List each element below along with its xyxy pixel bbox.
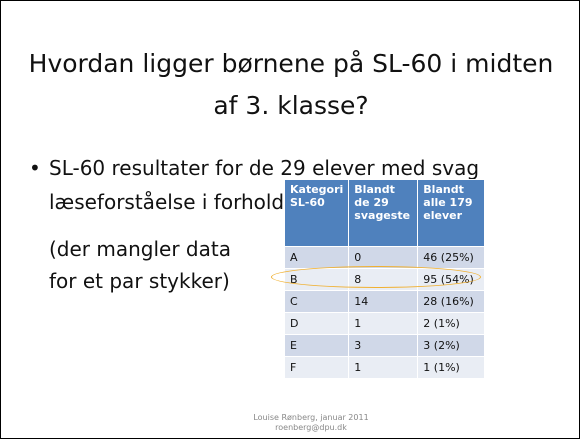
table-cell: 1 (1%) [417, 356, 486, 379]
table-cell: 0 [348, 246, 419, 269]
table-cell: 46 (25%) [417, 246, 486, 269]
slide-title: Hvordan ligger børnene på SL-60 i midten… [28, 49, 554, 120]
table-cell: F [283, 356, 350, 379]
header-cell: Blandt alle 179 elever [417, 179, 486, 247]
table-cell: 1 [348, 356, 419, 379]
highlight-ellipse [271, 266, 481, 288]
table-cell: D [283, 312, 350, 335]
table-cell: E [283, 334, 350, 357]
table-cell: 2 (1%) [417, 312, 486, 335]
header-row: Kategori SL-60 Blandt de 29 svageste Bla… [283, 179, 486, 247]
footer-line: roenberg@dpu.dk [275, 423, 347, 432]
header-cell: Blandt de 29 svageste [348, 179, 419, 247]
table-cell: A [283, 246, 350, 269]
table-cell: 28 (16%) [417, 290, 486, 313]
data-table: Kategori SL-60 Blandt de 29 svageste Bla… [283, 179, 486, 379]
footer: Louise Rønberg, januar 2011 roenberg@dpu… [211, 413, 411, 433]
table-cell: 3 [348, 334, 419, 357]
table-row: C 14 28 (16%) [283, 290, 486, 313]
table-cell: 3 (2%) [417, 334, 486, 357]
header-cell: Kategori SL-60 [283, 179, 350, 247]
table-cell: C [283, 290, 350, 313]
table-cell: 1 [348, 312, 419, 335]
table-cell: 14 [348, 290, 419, 313]
footer-line: Louise Rønberg, januar 2011 [253, 413, 369, 422]
note-text: (der mangler data for et par stykker) [49, 237, 231, 293]
table-row: A 0 46 (25%) [283, 246, 486, 269]
